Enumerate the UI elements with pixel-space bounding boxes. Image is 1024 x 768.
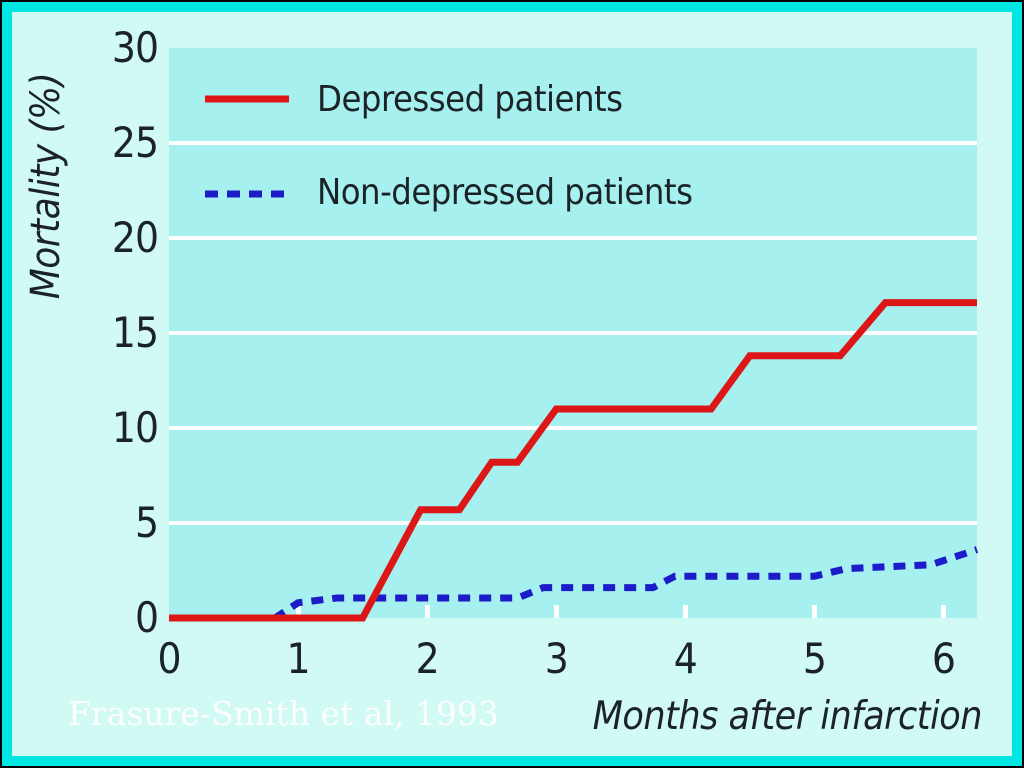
- x-axis-tick: [683, 605, 689, 618]
- y-tick-label: 20: [111, 213, 159, 262]
- y-tick-label: 5: [134, 498, 159, 547]
- x-tick-label: 3: [544, 634, 569, 683]
- x-axis-tick: [554, 605, 560, 618]
- x-axis-tick: [296, 605, 302, 618]
- x-tick-label: 2: [415, 634, 440, 683]
- gridline: [169, 521, 977, 525]
- gridline: [169, 331, 977, 335]
- x-tick-label: 1: [286, 634, 311, 683]
- citation-text: Frasure-Smith et al, 1993: [68, 694, 499, 733]
- x-tick-label: 6: [931, 634, 956, 683]
- gridline: [169, 426, 977, 430]
- x-tick-label: 0: [157, 634, 181, 683]
- x-axis-tick: [425, 605, 431, 618]
- y-tick-label: 30: [111, 23, 159, 72]
- legend-label-non-depressed: Non-depressed patients: [317, 172, 693, 213]
- x-tick-label: 5: [802, 634, 827, 683]
- y-tick-label: 15: [111, 308, 159, 357]
- x-axis-tick: [941, 605, 947, 618]
- x-tick-label: 4: [673, 634, 698, 683]
- non-depressed-line: [169, 546, 979, 622]
- depressed-line: [169, 299, 977, 622]
- legend-non-depressed-line-swatch: [205, 190, 289, 198]
- y-axis-title: Mortality (%): [23, 72, 69, 300]
- y-tick-label: 0: [134, 593, 159, 642]
- x-axis-title: Months after infarction: [592, 694, 983, 739]
- y-tick-label: 10: [111, 403, 159, 452]
- x-axis-tick: [812, 605, 818, 618]
- gridline: [169, 141, 977, 145]
- legend-depressed-line-swatch: [205, 95, 289, 103]
- y-tick-label: 25: [111, 118, 159, 167]
- gridline: [169, 236, 977, 240]
- legend-label-depressed: Depressed patients: [317, 79, 623, 120]
